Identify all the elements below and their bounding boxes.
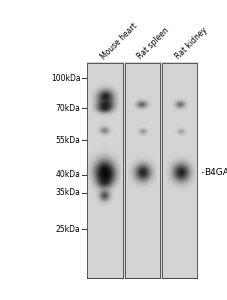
Text: 25kDa: 25kDa [56,225,81,234]
Text: 70kDa: 70kDa [56,103,81,112]
Bar [125,63,160,278]
Bar [87,63,123,278]
Text: Rat spleen: Rat spleen [136,26,171,61]
Bar [162,63,197,278]
Text: Mouse heart: Mouse heart [99,21,139,62]
Text: Rat kidney: Rat kidney [173,26,209,62]
Bar [162,63,197,278]
Text: 55kDa: 55kDa [56,136,81,145]
Text: 100kDa: 100kDa [51,74,81,82]
Text: 40kDa: 40kDa [56,170,81,179]
Text: 35kDa: 35kDa [56,188,81,197]
Text: B4GALT3: B4GALT3 [204,168,227,177]
Bar [87,63,123,278]
Bar [125,63,160,278]
